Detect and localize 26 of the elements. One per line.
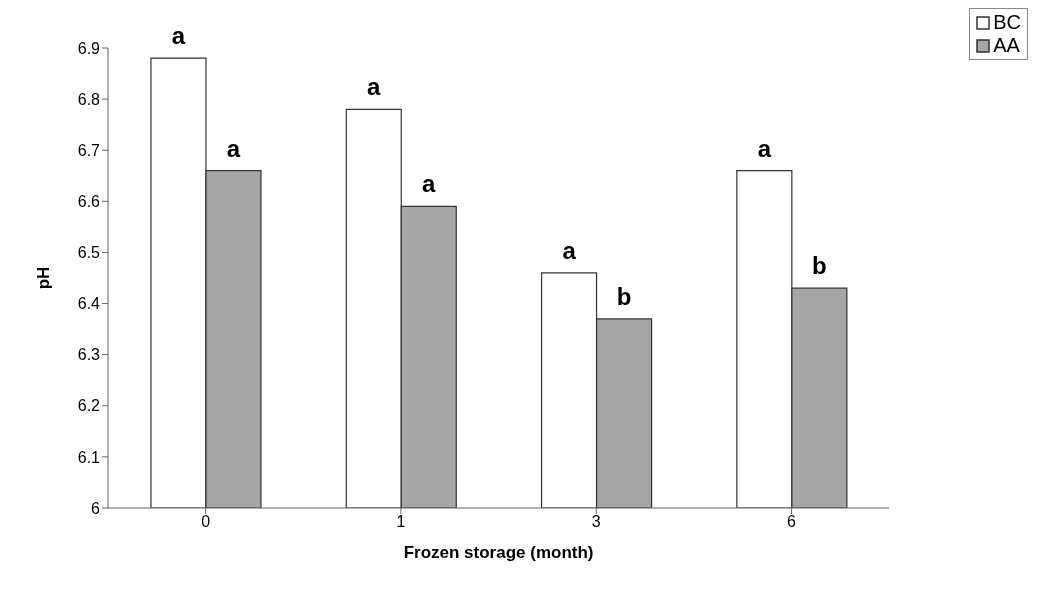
x-tick-label: 3 [591, 513, 601, 531]
annotation: a [226, 134, 241, 162]
annotation: a [757, 134, 772, 162]
legend-label: BC [993, 11, 1021, 34]
annotation: a [422, 170, 437, 198]
annotation: a [171, 22, 186, 50]
annotation: b [616, 282, 632, 310]
y-axis-title: pH [34, 266, 54, 290]
x-tick-label: 1 [396, 513, 406, 531]
y-tick-label: 6.6 [77, 193, 101, 211]
y-tick-label: 6.1 [77, 448, 101, 466]
y-tick-label: 6.7 [77, 141, 101, 159]
y-tick-label: 6.8 [77, 90, 101, 108]
y-tick-label: 6.9 [77, 39, 101, 57]
x-tick-label: 0 [201, 513, 211, 531]
legend-label: AA [993, 34, 1020, 57]
y-tick-label: 6.5 [77, 244, 101, 262]
annotation: b [812, 252, 827, 280]
annotation: a [367, 73, 382, 101]
y-tick-label: 6.3 [77, 346, 101, 364]
y-tick-label: 6.4 [77, 295, 101, 313]
y-tick-label: 6 [91, 499, 101, 517]
y-tick-label: 6.2 [77, 397, 101, 415]
x-axis-title: Frozen storage (month) [403, 543, 594, 562]
x-tick-label: 6 [787, 513, 797, 531]
annotation: a [562, 236, 577, 264]
